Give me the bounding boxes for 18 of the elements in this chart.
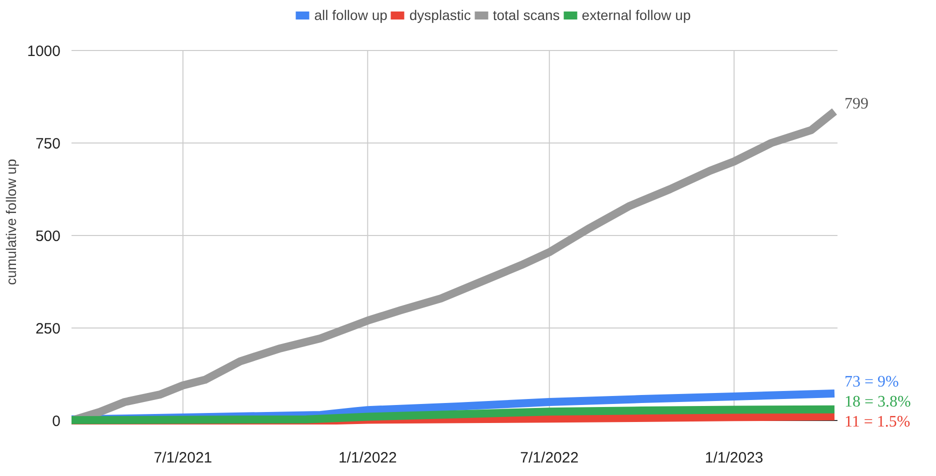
y-tick-label: 250 xyxy=(35,320,61,338)
x-tick-label: 7/1/2022 xyxy=(520,450,579,466)
x-tick-label: 1/1/2023 xyxy=(704,450,764,466)
x-tick-label: 1/1/2022 xyxy=(338,450,397,466)
legend-label: total scans xyxy=(492,7,560,23)
annotation: 799 xyxy=(844,96,868,113)
x-tick-label: 7/1/2021 xyxy=(154,450,212,466)
y-tick-label: 1000 xyxy=(27,43,61,60)
y-tick-label: 0 xyxy=(52,413,60,430)
annotation: 18 = 3.8% xyxy=(844,393,911,410)
y-tick-label: 750 xyxy=(35,136,61,152)
legend-label: external follow up xyxy=(582,7,691,23)
y-axis-title: cumulative follow up xyxy=(3,158,20,286)
annotation: 73 = 9% xyxy=(844,373,899,390)
annotation: 11 = 1.5% xyxy=(844,413,910,430)
legend-label: dysplastic xyxy=(409,7,471,23)
legend-label: all follow up xyxy=(314,7,388,23)
y-tick-label: 500 xyxy=(35,228,61,245)
